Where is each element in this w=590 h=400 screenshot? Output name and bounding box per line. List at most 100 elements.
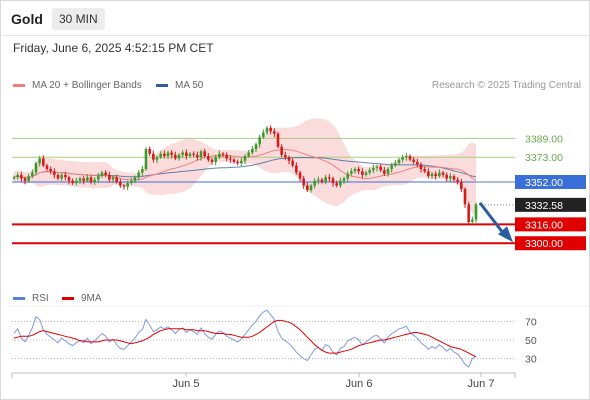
candle-body xyxy=(291,160,294,166)
candle-body xyxy=(67,177,71,181)
symbol-title: Gold xyxy=(11,11,43,27)
candle-body xyxy=(130,180,133,184)
candle-body xyxy=(445,174,448,179)
candle-body xyxy=(364,172,368,175)
candle-body xyxy=(49,169,52,172)
level-tag-3300.00 xyxy=(515,236,586,251)
candle-body xyxy=(166,152,170,157)
candle-body xyxy=(141,169,144,173)
candle-body xyxy=(12,177,16,179)
legend-label: MA 50 xyxy=(175,80,204,91)
candle-body xyxy=(434,173,437,177)
last-price-label: 3332.58 xyxy=(525,200,563,212)
candle-body xyxy=(273,131,276,134)
candle-body xyxy=(148,149,151,154)
candle-body xyxy=(265,127,269,133)
candle-body xyxy=(467,204,470,223)
candle-body xyxy=(133,177,137,181)
candle-body xyxy=(34,163,38,173)
candle-body xyxy=(177,154,181,159)
candle-body xyxy=(405,156,408,158)
level-label-3373.00: 3373.00 xyxy=(525,152,563,164)
candle-body xyxy=(276,133,280,147)
timeframe-button[interactable]: 30 MIN xyxy=(52,8,105,30)
candle-body xyxy=(86,177,89,181)
candle-body xyxy=(181,152,184,155)
candle-body xyxy=(115,177,118,182)
candle-body xyxy=(119,181,122,186)
candle-body xyxy=(196,154,199,158)
header-divider xyxy=(0,35,590,36)
candle-body xyxy=(225,154,228,159)
candle-body xyxy=(240,160,243,164)
rsi-level-label-30: 30 xyxy=(525,354,537,366)
x-tick-label: Jun 6 xyxy=(346,378,373,390)
candle-body xyxy=(75,180,78,184)
candle-body xyxy=(152,153,155,160)
candle-body xyxy=(427,171,430,177)
candle-body xyxy=(188,153,192,157)
candle-body xyxy=(56,174,60,179)
candle-body xyxy=(247,152,250,157)
candle-body xyxy=(452,176,456,180)
candle-body xyxy=(328,177,331,179)
candle-body xyxy=(60,174,63,179)
chart-header: Gold 30 MIN xyxy=(0,0,590,36)
candle-body xyxy=(346,173,349,179)
chart-datetime: Friday, June 6, 2025 4:52:15 PM CET xyxy=(13,41,214,55)
candle-body xyxy=(122,185,126,187)
candle-body xyxy=(23,178,27,181)
candle-body xyxy=(38,158,41,164)
candle-body xyxy=(207,156,210,160)
candle-body xyxy=(262,132,265,138)
candle-body xyxy=(31,172,34,177)
candle-body xyxy=(463,189,467,205)
legend-swatch xyxy=(13,84,25,87)
candle-body xyxy=(331,178,335,184)
candle-body xyxy=(218,153,221,158)
legend-rsi: RSI xyxy=(13,293,49,304)
candle-body xyxy=(174,154,177,159)
legend-label: MA 20 + Bollinger Bands xyxy=(32,80,142,91)
candle-body xyxy=(100,172,104,177)
candle-body xyxy=(214,157,217,162)
candle-body xyxy=(229,158,232,160)
candle-body xyxy=(64,174,67,178)
bollinger-band xyxy=(14,118,476,217)
candle-body xyxy=(309,185,313,191)
candle-body xyxy=(27,176,30,181)
candle-body xyxy=(324,177,327,182)
candle-body xyxy=(449,176,452,179)
legend-swatch xyxy=(62,297,74,300)
candle-body xyxy=(317,179,320,181)
legend-label: RSI xyxy=(32,293,49,304)
candle-body xyxy=(163,153,166,157)
candle-body xyxy=(342,178,346,181)
legend-9ma: 9MA xyxy=(62,293,102,304)
candle-body xyxy=(170,152,173,155)
candle-body xyxy=(210,159,214,162)
legend-ma50: MA 50 xyxy=(156,80,203,91)
candle-body xyxy=(401,157,404,160)
level-label-3316.00: 3316.00 xyxy=(525,219,563,231)
candle-body xyxy=(203,151,206,157)
candle-body xyxy=(221,153,225,155)
candle-body xyxy=(298,172,302,179)
candle-body xyxy=(357,169,360,172)
candle-body xyxy=(295,165,298,173)
candle-body xyxy=(412,159,415,162)
candle-body xyxy=(408,156,412,160)
candle-body xyxy=(144,149,148,170)
level-tag-3352.00 xyxy=(515,174,586,189)
candle-body xyxy=(111,177,115,180)
candle-body xyxy=(45,165,49,170)
candle-body xyxy=(284,154,287,158)
candle-body xyxy=(423,169,426,172)
candle-body xyxy=(313,180,316,186)
candle-body xyxy=(93,179,96,182)
candle-body xyxy=(474,204,478,220)
level-label-3300.00: 3300.00 xyxy=(525,238,563,250)
candle-body xyxy=(416,161,419,165)
